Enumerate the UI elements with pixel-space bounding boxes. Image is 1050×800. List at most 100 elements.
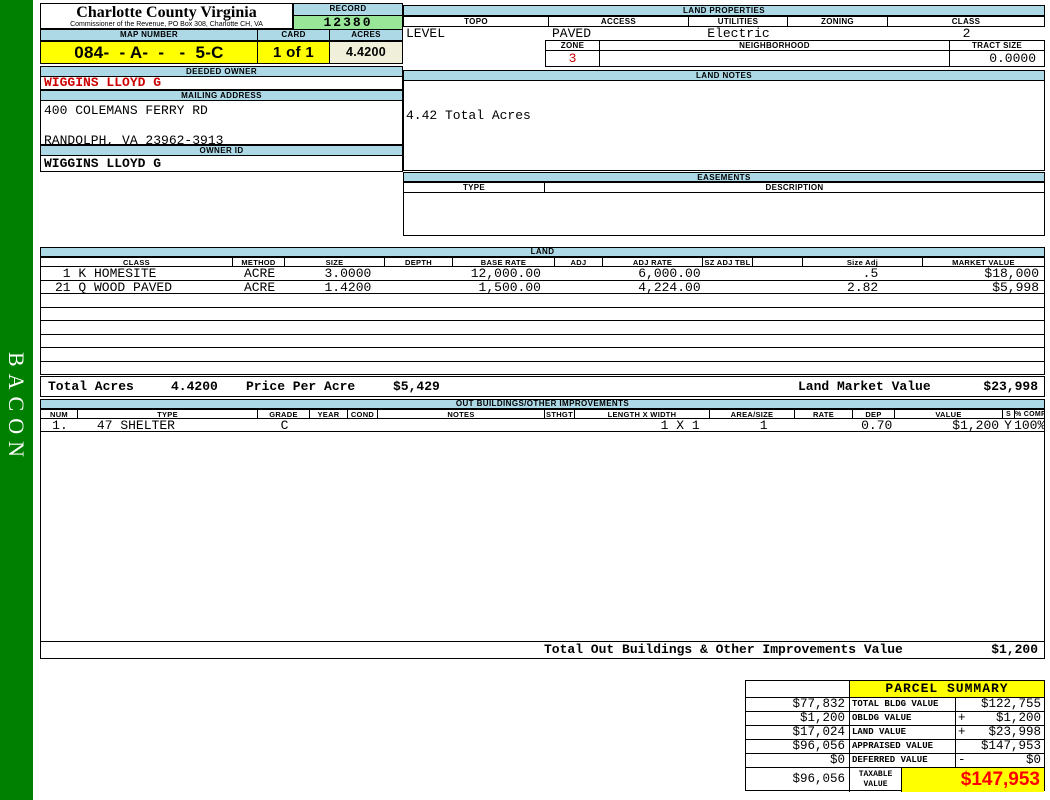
- neighborhood-label: NEIGHBORHOOD: [600, 40, 950, 51]
- land-col-size-adj: Size Adj: [803, 257, 923, 267]
- utilities-header: UTILITIES: [689, 16, 788, 27]
- zone-value-row: 3 100 ABacon 0.0000: [545, 51, 1045, 67]
- neighborhood-code: 100 A: [647, 66, 704, 67]
- taxable-label-line1: TAXABLE: [858, 770, 893, 779]
- total-acres-value: 4.4200: [171, 379, 218, 394]
- land-notes-text: 4.42 Total Acres: [406, 108, 531, 123]
- ob-row-type: 47 SHELTER: [96, 419, 175, 431]
- land-col-base-rate: BASE RATE: [453, 257, 555, 267]
- land-row-class: 1 K HOMESITE: [55, 267, 157, 280]
- row-value: $122,755: [980, 698, 1041, 711]
- acres-value: 4.4200: [330, 41, 403, 64]
- land-empty-row: [40, 321, 1045, 335]
- land-empty-row: [40, 294, 1045, 308]
- land-notes-title: LAND NOTES: [403, 70, 1045, 81]
- taxable-label-line2: VALUE: [863, 780, 888, 789]
- row-label: LAND VALUE: [850, 726, 956, 740]
- zone-value: 3: [545, 51, 600, 67]
- land-col-depth: DEPTH: [385, 257, 453, 267]
- ob-col-year: YEAR: [310, 409, 348, 419]
- neighborhood-name: Bacon: [704, 66, 785, 67]
- ob-col-area-size: AREA/SIZE: [710, 409, 795, 419]
- ob-col-dep: DEP: [853, 409, 895, 419]
- land-row-depth: [385, 267, 453, 280]
- land-col-size: SIZE: [285, 257, 385, 267]
- out-buildings-total-row: Total Out Buildings & Other Improvements…: [40, 641, 1045, 659]
- ob-col-cond: COND: [348, 409, 378, 419]
- land-row-blank: [753, 281, 803, 294]
- land-row-sz-adj-tbl: [703, 267, 753, 280]
- land-row-base-rate: 1,500.00: [478, 280, 541, 293]
- land-row-adj: [555, 267, 603, 280]
- ob-row-notes: [378, 419, 545, 431]
- zoning-header: ZONING: [788, 16, 888, 27]
- land-col-method: METHOD: [233, 257, 285, 267]
- map-value-row: 084- - A- - - 5-C 1 of 1 4.4200: [40, 41, 403, 64]
- county-title: Charlotte County Virginia: [76, 4, 257, 21]
- prev-value: $96,056: [746, 740, 850, 754]
- ob-col-sthgt: STHGT: [545, 409, 575, 419]
- topo-header: TOPO: [403, 16, 549, 27]
- ob-row-rate: [795, 419, 853, 431]
- map-number-value: 084- - A- - - 5-C: [40, 41, 258, 64]
- row-value-cell: $147,953: [956, 740, 1044, 754]
- neighborhood-value: 100 ABacon: [600, 51, 950, 67]
- land-col-adj: ADJ: [555, 257, 603, 267]
- row-value-cell: - $0: [956, 754, 1044, 768]
- land-row-1: 1 K HOMESITE ACRE 3.0000 12,000.00 6,000…: [40, 267, 1045, 281]
- zone-label: ZONE: [545, 40, 600, 51]
- land-notes-box: 4.42 Total Acres: [403, 81, 1045, 171]
- row-value: $23,998: [988, 726, 1041, 739]
- owner-id-value: WIGGINS LLOYD G: [40, 156, 403, 172]
- deeded-owner-value: WIGGINS LLOYD G: [40, 76, 403, 90]
- card-label: CARD: [258, 29, 330, 41]
- out-buildings-title: OUT BUILDINGS/OTHER IMPROVEMENTS: [40, 399, 1045, 409]
- land-row-blank: [753, 267, 803, 280]
- row-value-cell: + $23,998: [956, 726, 1044, 740]
- ob-col-pct-comp: % COMP: [1015, 409, 1045, 419]
- parcel-summary-corner-cell: [746, 681, 850, 698]
- land-empty-row: [40, 334, 1045, 348]
- land-row-size: 1.4200: [324, 280, 372, 293]
- zoning-value: [788, 27, 888, 40]
- easements-header-row: TYPE DESCRIPTION: [403, 182, 1045, 193]
- row-label: OBLDG VALUE: [850, 712, 956, 726]
- owner-id-label: OWNER ID: [40, 145, 403, 156]
- land-row-adj-rate: 6,000.00: [638, 267, 701, 280]
- ob-col-num: NUM: [40, 409, 78, 419]
- out-buildings-empty-area: [40, 432, 1045, 641]
- ob-col-value: VALUE: [895, 409, 1003, 419]
- map-header-row: MAP NUMBER CARD ACRES: [40, 29, 403, 41]
- zone-header-row: ZONE NEIGHBORHOOD TRACT SIZE: [545, 40, 1045, 51]
- row-value: $0: [1025, 754, 1041, 767]
- land-row-market-value: $18,000: [984, 267, 1039, 280]
- land-row-size-adj: .5: [862, 267, 879, 280]
- mailing-address-label: MAILING ADDRESS: [40, 90, 403, 101]
- ob-row-length-width: 1 X 1: [660, 419, 700, 431]
- out-buildings-header-row: NUM TYPE GRADE YEAR COND NOTES STHGT LEN…: [40, 409, 1045, 419]
- land-col-class: CLASS: [40, 257, 233, 267]
- ob-row-value: $1,200: [952, 419, 1000, 431]
- acres-label: ACRES: [330, 29, 403, 41]
- row-sign: +: [958, 712, 966, 725]
- record-label: RECORD: [293, 3, 403, 16]
- easements-empty-box: [403, 193, 1045, 236]
- access-header: ACCESS: [549, 16, 689, 27]
- price-per-acre-label: Price Per Acre: [246, 379, 356, 394]
- utilities-value: Electric: [707, 27, 770, 40]
- land-empty-row: [40, 307, 1045, 321]
- ob-col-length-width: LENGTH X WIDTH: [575, 409, 710, 419]
- deeded-owner-label: DEEDED OWNER: [40, 66, 403, 77]
- ob-row-sthgt: [545, 419, 575, 431]
- land-row-market-value: $5,998: [992, 280, 1039, 293]
- out-buildings-total-label: Total Out Buildings & Other Improvements…: [544, 642, 903, 657]
- ob-row-s: Y: [1004, 419, 1012, 431]
- summary-row-land: $17,024 LAND VALUE + $23,998: [746, 726, 1044, 740]
- address-line2: RANDOLPH, VA 23962-3913: [44, 133, 224, 148]
- out-buildings-total-value: $1,200: [991, 642, 1038, 657]
- land-empty-row: [40, 348, 1045, 362]
- record-box: RECORD 12380: [293, 3, 403, 32]
- prev-value: $77,832: [746, 698, 850, 712]
- prev-value: $0: [746, 754, 850, 768]
